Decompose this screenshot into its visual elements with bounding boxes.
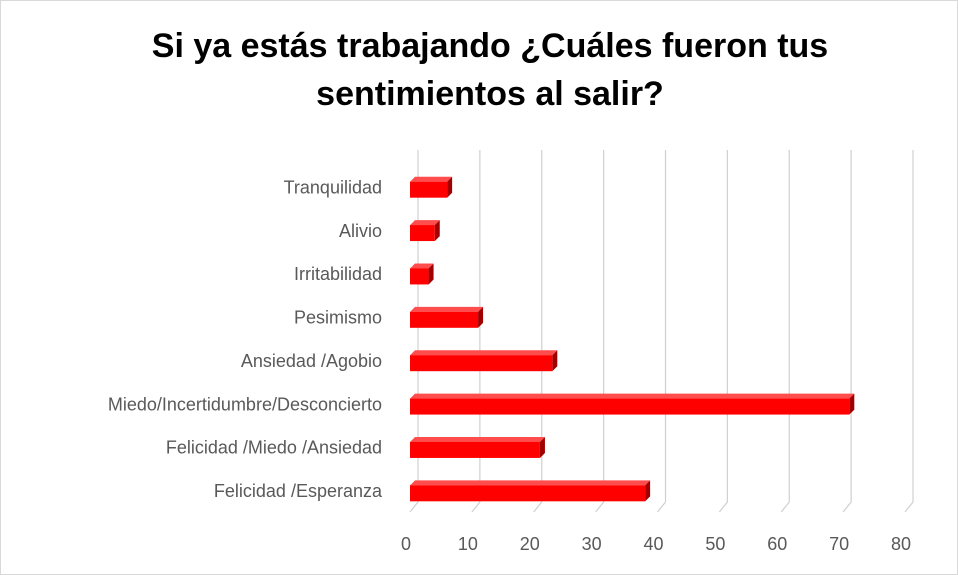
y-tick-label: Tranquilidad (284, 177, 382, 197)
bar (410, 398, 850, 415)
x-tick-label: 20 (520, 534, 540, 554)
bar-side (539, 436, 545, 458)
bar (410, 485, 646, 502)
bar-side (849, 393, 855, 415)
y-tick-label: Felicidad /Esperanza (214, 481, 383, 501)
x-tick-label: 0 (401, 534, 411, 554)
bar-top (410, 480, 651, 486)
bar-side (552, 350, 558, 372)
y-tick-label: Irritabilidad (294, 264, 382, 284)
grid-line (595, 150, 605, 513)
bar (410, 311, 479, 328)
bar-side (428, 263, 434, 285)
bar (410, 181, 448, 198)
bar (410, 268, 429, 285)
x-tick-label: 80 (891, 534, 911, 554)
bar-side (447, 176, 453, 198)
x-tick-label: 40 (643, 534, 663, 554)
x-tick-label: 70 (829, 534, 849, 554)
grid-line (842, 150, 852, 513)
bar (410, 225, 435, 242)
bar-top (410, 176, 453, 182)
bar-side (645, 480, 651, 502)
bar-side (478, 306, 484, 328)
grid-line (657, 150, 667, 513)
y-tick-label: Felicidad /Miedo /Ansiedad (166, 438, 382, 458)
bar-top (410, 436, 545, 442)
bar-top (410, 306, 484, 312)
bar (410, 355, 553, 372)
bar-top (410, 393, 855, 399)
chart-title: Si ya estás trabajando ¿Cuáles fueron tu… (151, 27, 829, 113)
y-tick-label: Ansiedad /Agobio (241, 351, 382, 371)
grid-line (471, 150, 481, 513)
bar-top (410, 263, 434, 269)
grid-line (718, 150, 728, 513)
x-tick-label: 10 (458, 534, 478, 554)
bar (410, 441, 540, 458)
x-tick-label: 60 (767, 534, 787, 554)
y-tick-label: Pesimismo (294, 308, 382, 328)
bar-side (434, 220, 440, 242)
grid-line (904, 150, 914, 513)
grid-line (780, 150, 790, 513)
bar-top (410, 350, 558, 356)
x-tick-label: 50 (705, 534, 725, 554)
bar-top (410, 220, 440, 226)
y-tick-label: Alivio (339, 221, 382, 241)
y-tick-label: Miedo/Incertidumbre/Desconcierto (108, 394, 382, 414)
x-tick-label: 30 (582, 534, 602, 554)
grid-line (533, 150, 543, 513)
